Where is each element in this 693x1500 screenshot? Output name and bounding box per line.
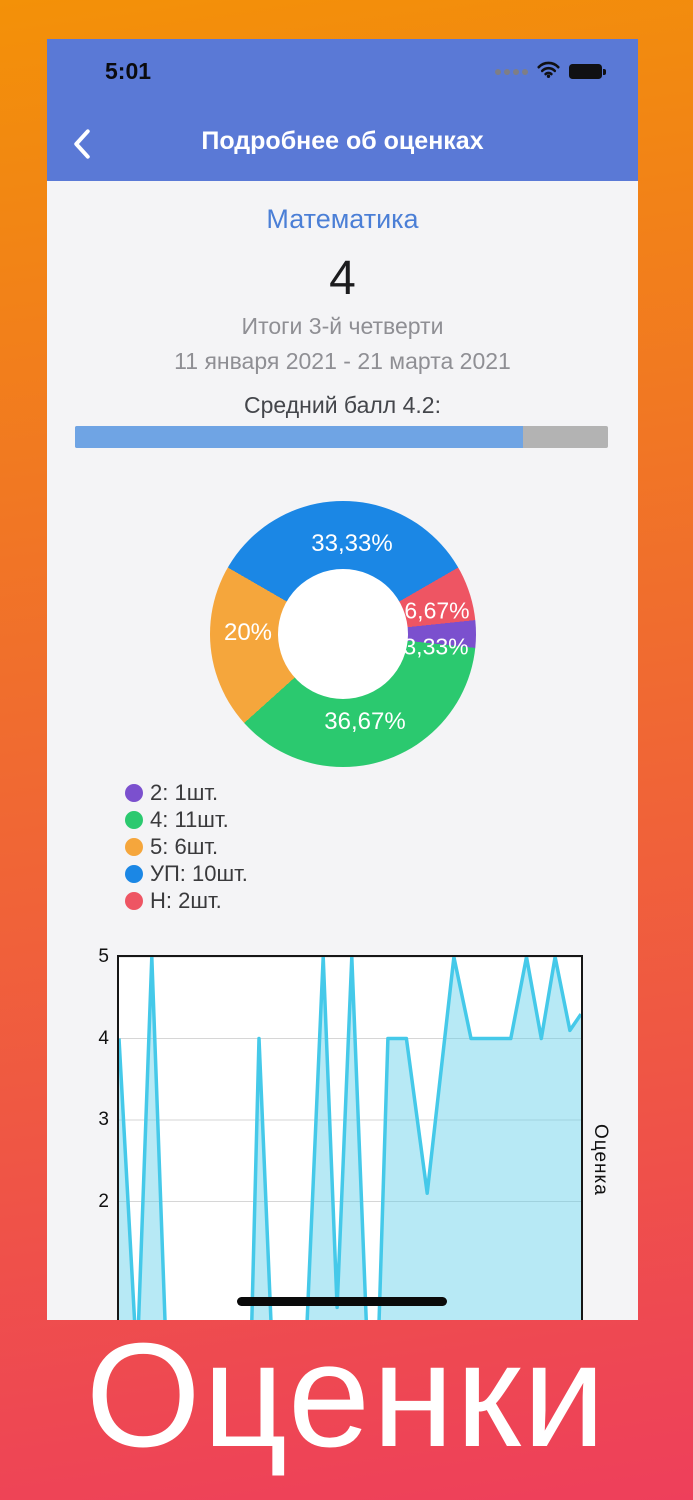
- legend-item: 4: 11шт.: [125, 806, 248, 833]
- legend-item: 2: 1шт.: [125, 779, 248, 806]
- home-indicator[interactable]: [237, 1297, 447, 1306]
- signal-dots-icon: [495, 68, 528, 75]
- app-title: Оценки: [85, 1313, 608, 1478]
- status-time: 5:01: [105, 58, 152, 84]
- status-icons: [495, 60, 606, 83]
- legend-color-dot: [125, 837, 143, 856]
- y-tick-label: 4: [98, 1027, 109, 1049]
- grades-line-svg: [119, 957, 581, 1320]
- battery-icon: [569, 64, 606, 79]
- y-tick-label: 2: [98, 1190, 109, 1212]
- legend-label: 2: 1шт.: [150, 779, 219, 805]
- back-button[interactable]: [65, 125, 99, 165]
- legend-label: 4: 11шт.: [150, 806, 229, 832]
- period-title: Итоги 3-й четверти: [241, 313, 444, 339]
- navigation-bar: Подробнее об оценках: [47, 109, 638, 181]
- wifi-icon: [536, 60, 561, 83]
- slice-percent-5: 20%: [223, 619, 273, 646]
- legend-color-dot: [125, 783, 143, 802]
- grades-line-chart: [117, 955, 583, 1320]
- final-grade: 4: [329, 252, 356, 305]
- legend-item: УП: 10шт.: [125, 860, 248, 887]
- y-tick-label: 3: [98, 1109, 109, 1130]
- legend-color-dot: [125, 891, 143, 910]
- y-tick-label: 5: [98, 946, 109, 967]
- slice-percent-up: 33,33%: [311, 530, 393, 557]
- average-score-label: Средний балл 4.2:: [244, 392, 441, 418]
- y-axis-label: Оценка: [590, 1124, 611, 1196]
- legend-label: 5: 6шт.: [150, 833, 219, 859]
- slice-percent-4: 36,67%: [324, 708, 406, 735]
- subject-name: Математика: [266, 204, 419, 234]
- average-progress-bar: [75, 426, 608, 448]
- page-title: Подробнее об оценках: [201, 127, 484, 155]
- top-bar: 5:01: [47, 39, 638, 181]
- legend-label: УП: 10шт.: [150, 860, 248, 886]
- donut-hole: [278, 569, 408, 699]
- legend-item: Н: 2шт.: [125, 887, 248, 914]
- chevron-left-icon: [71, 128, 93, 162]
- pie-legend: 2: 1шт. 4: 11шт. 5: 6шт. УП: 10шт. Н: 2шт.: [125, 779, 248, 914]
- y-axis-ticks: 5 4 3 2: [81, 947, 109, 1320]
- legend-item: 5: 6шт.: [125, 833, 248, 860]
- legend-color-dot: [125, 864, 143, 883]
- grade-distribution-chart: 33,33% 6,67% 3,33% 36,67% 20%: [210, 501, 476, 767]
- average-progress-fill: [75, 426, 523, 448]
- legend-color-dot: [125, 810, 143, 829]
- slice-percent-n: 6,67%: [404, 597, 470, 624]
- legend-label: Н: 2шт.: [150, 887, 222, 913]
- period-dates: 11 января 2021 - 21 марта 2021: [174, 348, 511, 374]
- phone-screenshot: 5:01: [47, 39, 638, 1320]
- slice-percent-2: 3,33%: [403, 633, 469, 660]
